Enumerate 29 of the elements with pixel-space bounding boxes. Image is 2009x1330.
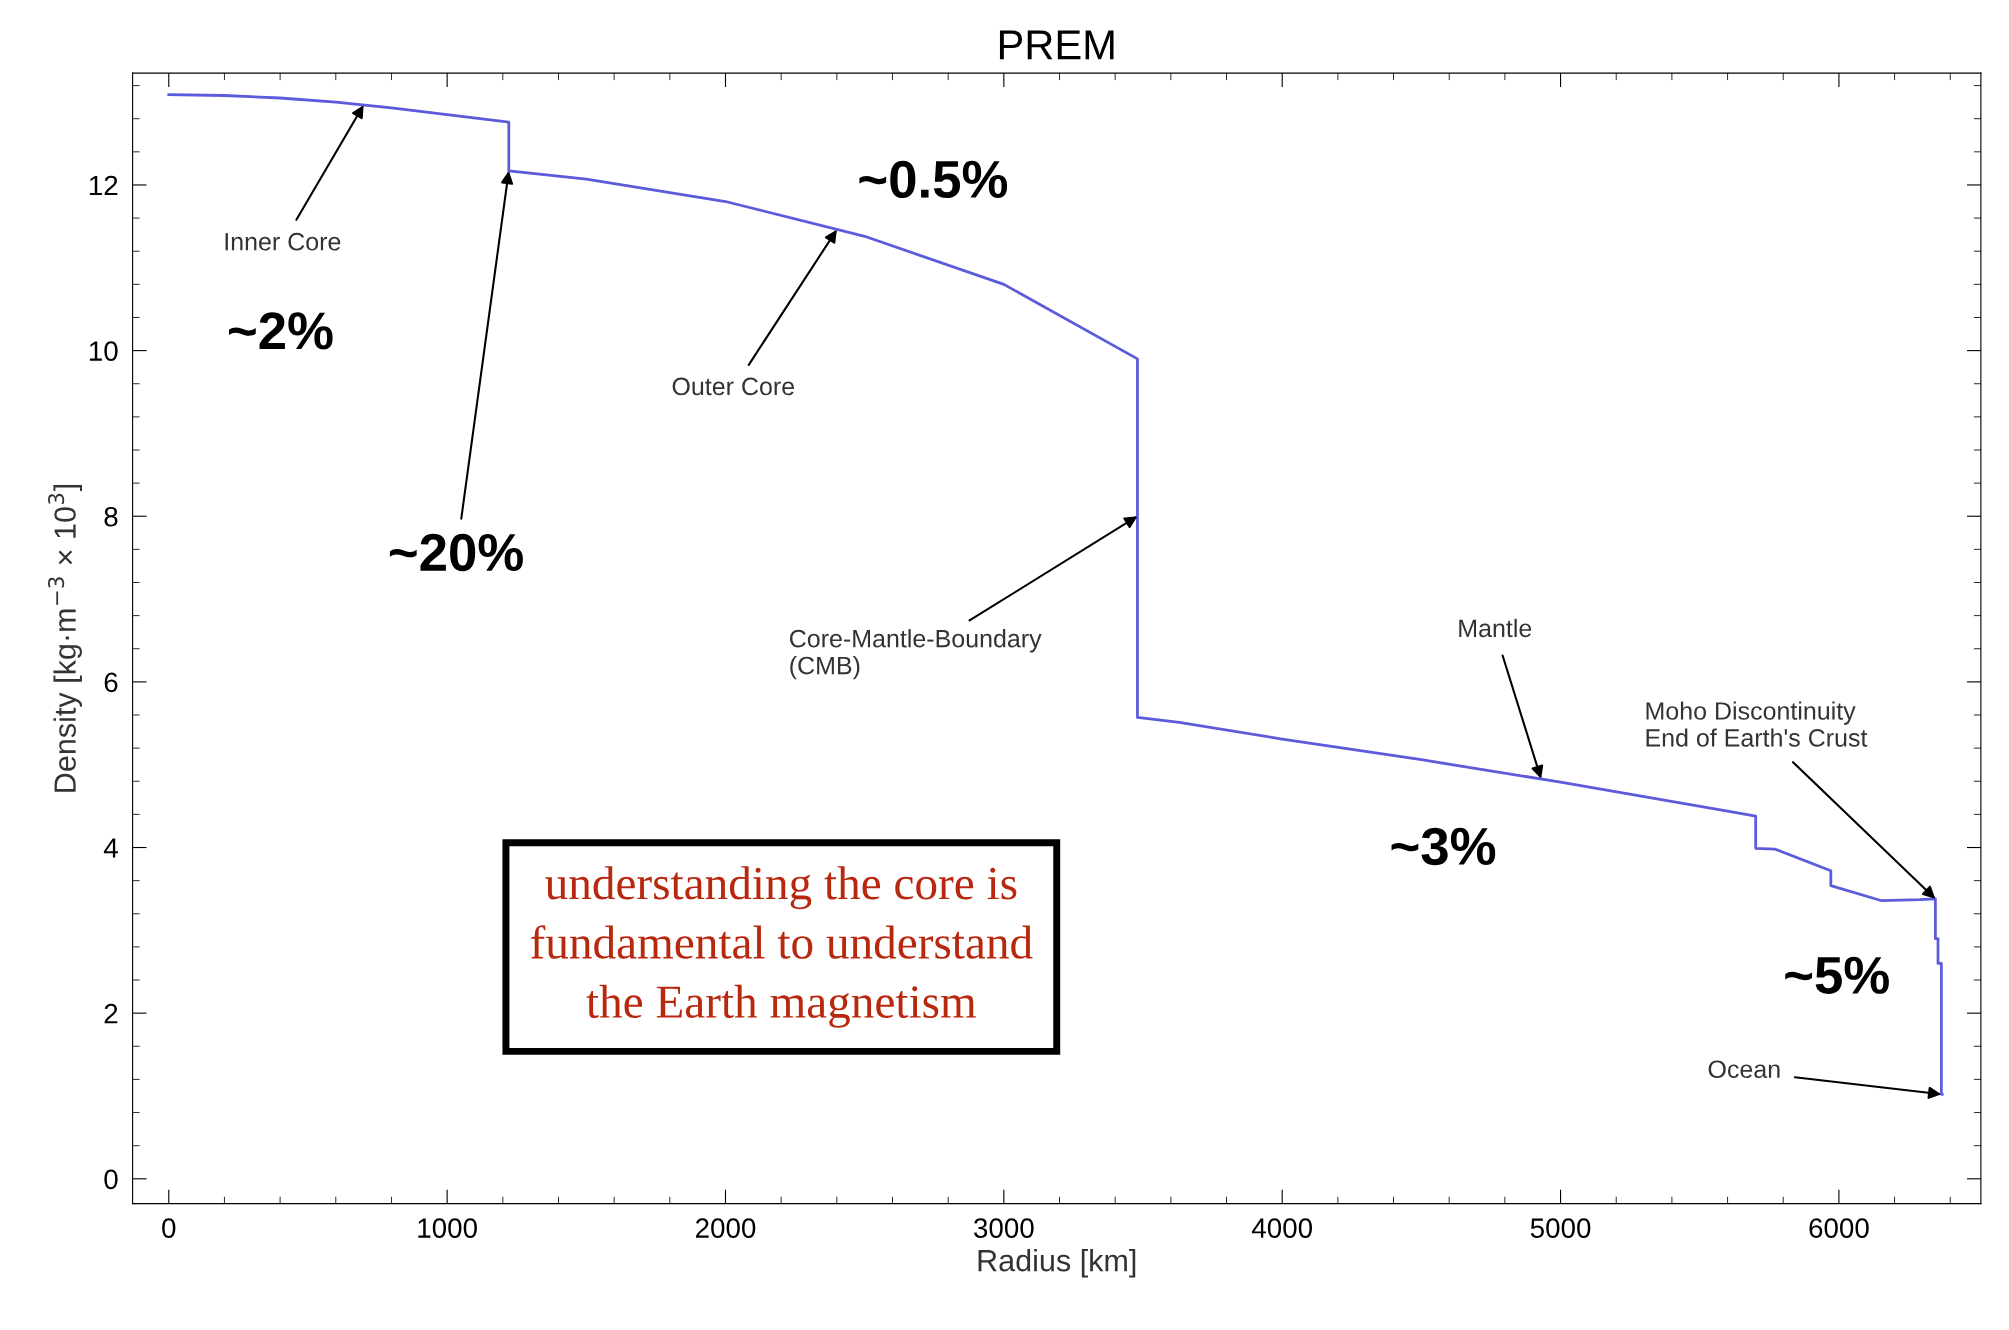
annotation: ~20% [389, 533, 523, 572]
x-tick-label: 6000 [1809, 1218, 1869, 1238]
chart-title: PREM [999, 30, 1114, 60]
annotation: understanding the core is fundamental to understand the Earth magnetism [531, 866, 1033, 1028]
x-tick-label: 1000 [418, 1218, 477, 1238]
annotation: Outer Core [672, 377, 795, 396]
annotation: ~0.5% [859, 160, 1008, 199]
y-tick-label: 2 [104, 1003, 118, 1024]
x-tick-label: 3000 [974, 1218, 1034, 1238]
annotation: ~3% [1391, 827, 1496, 866]
annotation: Core-Mantle-Boundary (CMB) [790, 629, 1042, 680]
y-tick-label: 6 [104, 672, 118, 693]
y-tick-label: 10 [89, 341, 118, 361]
annotation: ~2% [228, 312, 333, 350]
y-tick-label: 0 [104, 1169, 118, 1190]
y-axis-title: Density [kg·m$^{−3}$ × 10$^{3}$] [48, 484, 82, 792]
x-tick-label: 2000 [695, 1218, 756, 1238]
x-axis-title: Radius [km] [978, 1248, 1136, 1278]
annotation: Inner Core [225, 232, 341, 251]
annotation: Mantle [1459, 618, 1532, 638]
annotation: Ocean [1708, 1060, 1780, 1079]
annotation: Moho Discontinuity End of Earth's Crust [1646, 701, 1868, 747]
y-tick-label: 4 [103, 838, 118, 858]
y-tick-label: 12 [89, 175, 118, 196]
x-tick-label: 4000 [1251, 1218, 1313, 1238]
x-tick-label: 0 [162, 1218, 176, 1238]
y-tick-label: 8 [104, 506, 118, 527]
annotation: ~5% [1785, 956, 1889, 994]
x-tick-label: 5000 [1530, 1218, 1591, 1238]
